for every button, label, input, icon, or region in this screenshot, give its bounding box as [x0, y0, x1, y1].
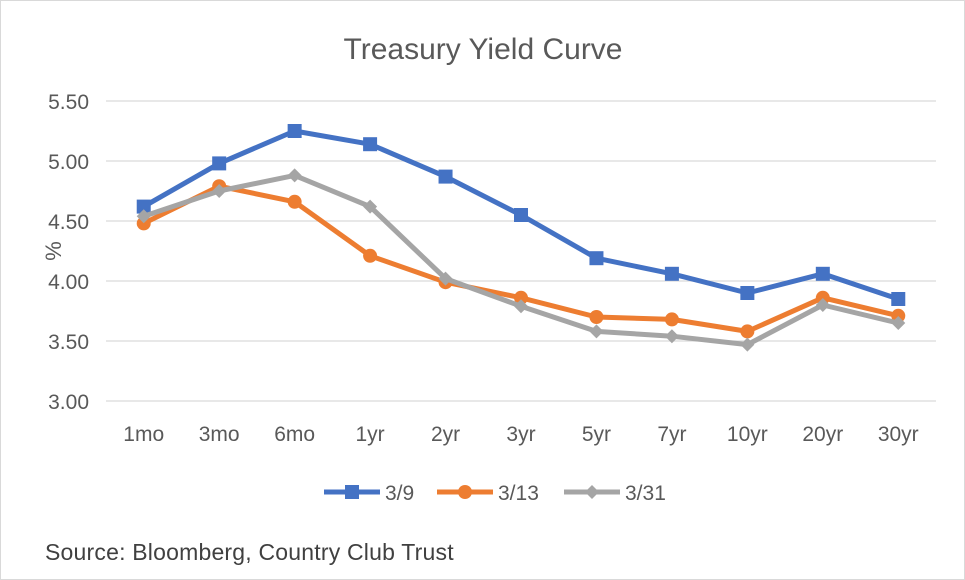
data-point: [664, 266, 679, 281]
x-tick-label: 1yr: [355, 423, 384, 446]
series-3-13: [136, 179, 906, 339]
data-point: [363, 199, 378, 214]
x-tick-label: 7yr: [657, 423, 686, 446]
data-point: [589, 251, 604, 266]
data-point: [363, 248, 378, 263]
data-point: [664, 312, 679, 327]
x-tick-label: 30yr: [878, 423, 919, 446]
legend-marker: [585, 485, 599, 499]
legend-item: 3/9: [324, 482, 414, 505]
data-point: [514, 290, 528, 305]
x-tick-label: 3mo: [199, 423, 240, 446]
data-point: [136, 199, 151, 214]
data-point: [212, 184, 227, 198]
gridlines: [106, 100, 936, 402]
x-tick-label: 5yr: [582, 423, 611, 446]
data-point: [815, 266, 830, 281]
data-point: [891, 292, 906, 306]
data-point: [514, 208, 528, 222]
y-tick-labels: 3.00 3.50 4.00 4.50 5.00 5.50: [48, 91, 89, 414]
data-point: [815, 290, 830, 305]
series-lines: [136, 124, 906, 352]
series-3-9: [136, 124, 906, 306]
data-point: [740, 286, 755, 300]
data-point: [589, 310, 604, 324]
y-tick-label: 3.50: [48, 331, 89, 354]
data-point: [287, 124, 302, 138]
legend-marker: [458, 485, 472, 499]
data-point: [136, 216, 151, 231]
data-point: [438, 169, 453, 184]
y-tick-label: 4.50: [48, 211, 89, 234]
chart-title: Treasury Yield Curve: [344, 33, 623, 66]
x-tick-label: 1mo: [123, 423, 164, 446]
data-point: [363, 137, 378, 152]
x-tick-label: 2yr: [431, 423, 460, 446]
legend-label: 3/9: [385, 482, 414, 505]
data-point: [815, 298, 830, 312]
y-tick-label: 5.00: [48, 151, 89, 174]
y-axis-label: %: [41, 241, 66, 261]
y-tick-label: 3.00: [48, 391, 89, 414]
source-note: Source: Bloomberg, Country Club Trust: [45, 539, 454, 565]
data-point: [589, 324, 604, 339]
data-point: [514, 299, 528, 314]
legend-label: 3/13: [498, 482, 539, 505]
series-3-31: [136, 168, 906, 352]
data-point: [136, 209, 151, 224]
data-point: [287, 168, 302, 183]
data-point: [438, 271, 453, 286]
legend-item: 3/13: [437, 482, 539, 505]
x-tick-label: 6mo: [274, 423, 315, 446]
x-tick-label: 20yr: [802, 423, 843, 446]
data-point: [891, 308, 906, 323]
y-tick-label: 5.50: [48, 91, 89, 114]
data-point: [891, 316, 906, 330]
x-tick-labels: 1mo 3mo 6mo 1yr 2yr 3yr 5yr 7yr 10yr 20yr 30yr: [123, 423, 918, 446]
legend: 3/9 3/13 3/31: [324, 482, 666, 505]
data-point: [212, 156, 227, 171]
legend-marker: [345, 485, 359, 499]
data-point: [740, 324, 755, 339]
x-tick-label: 10yr: [727, 423, 768, 446]
x-tick-label: 3yr: [506, 423, 535, 446]
data-point: [740, 337, 755, 352]
y-tick-label: 4.00: [48, 271, 89, 294]
data-point: [664, 329, 679, 344]
series-line: [141, 172, 901, 348]
data-point: [287, 194, 302, 209]
legend-item: 3/31: [564, 482, 666, 505]
legend-label: 3/31: [625, 482, 666, 505]
